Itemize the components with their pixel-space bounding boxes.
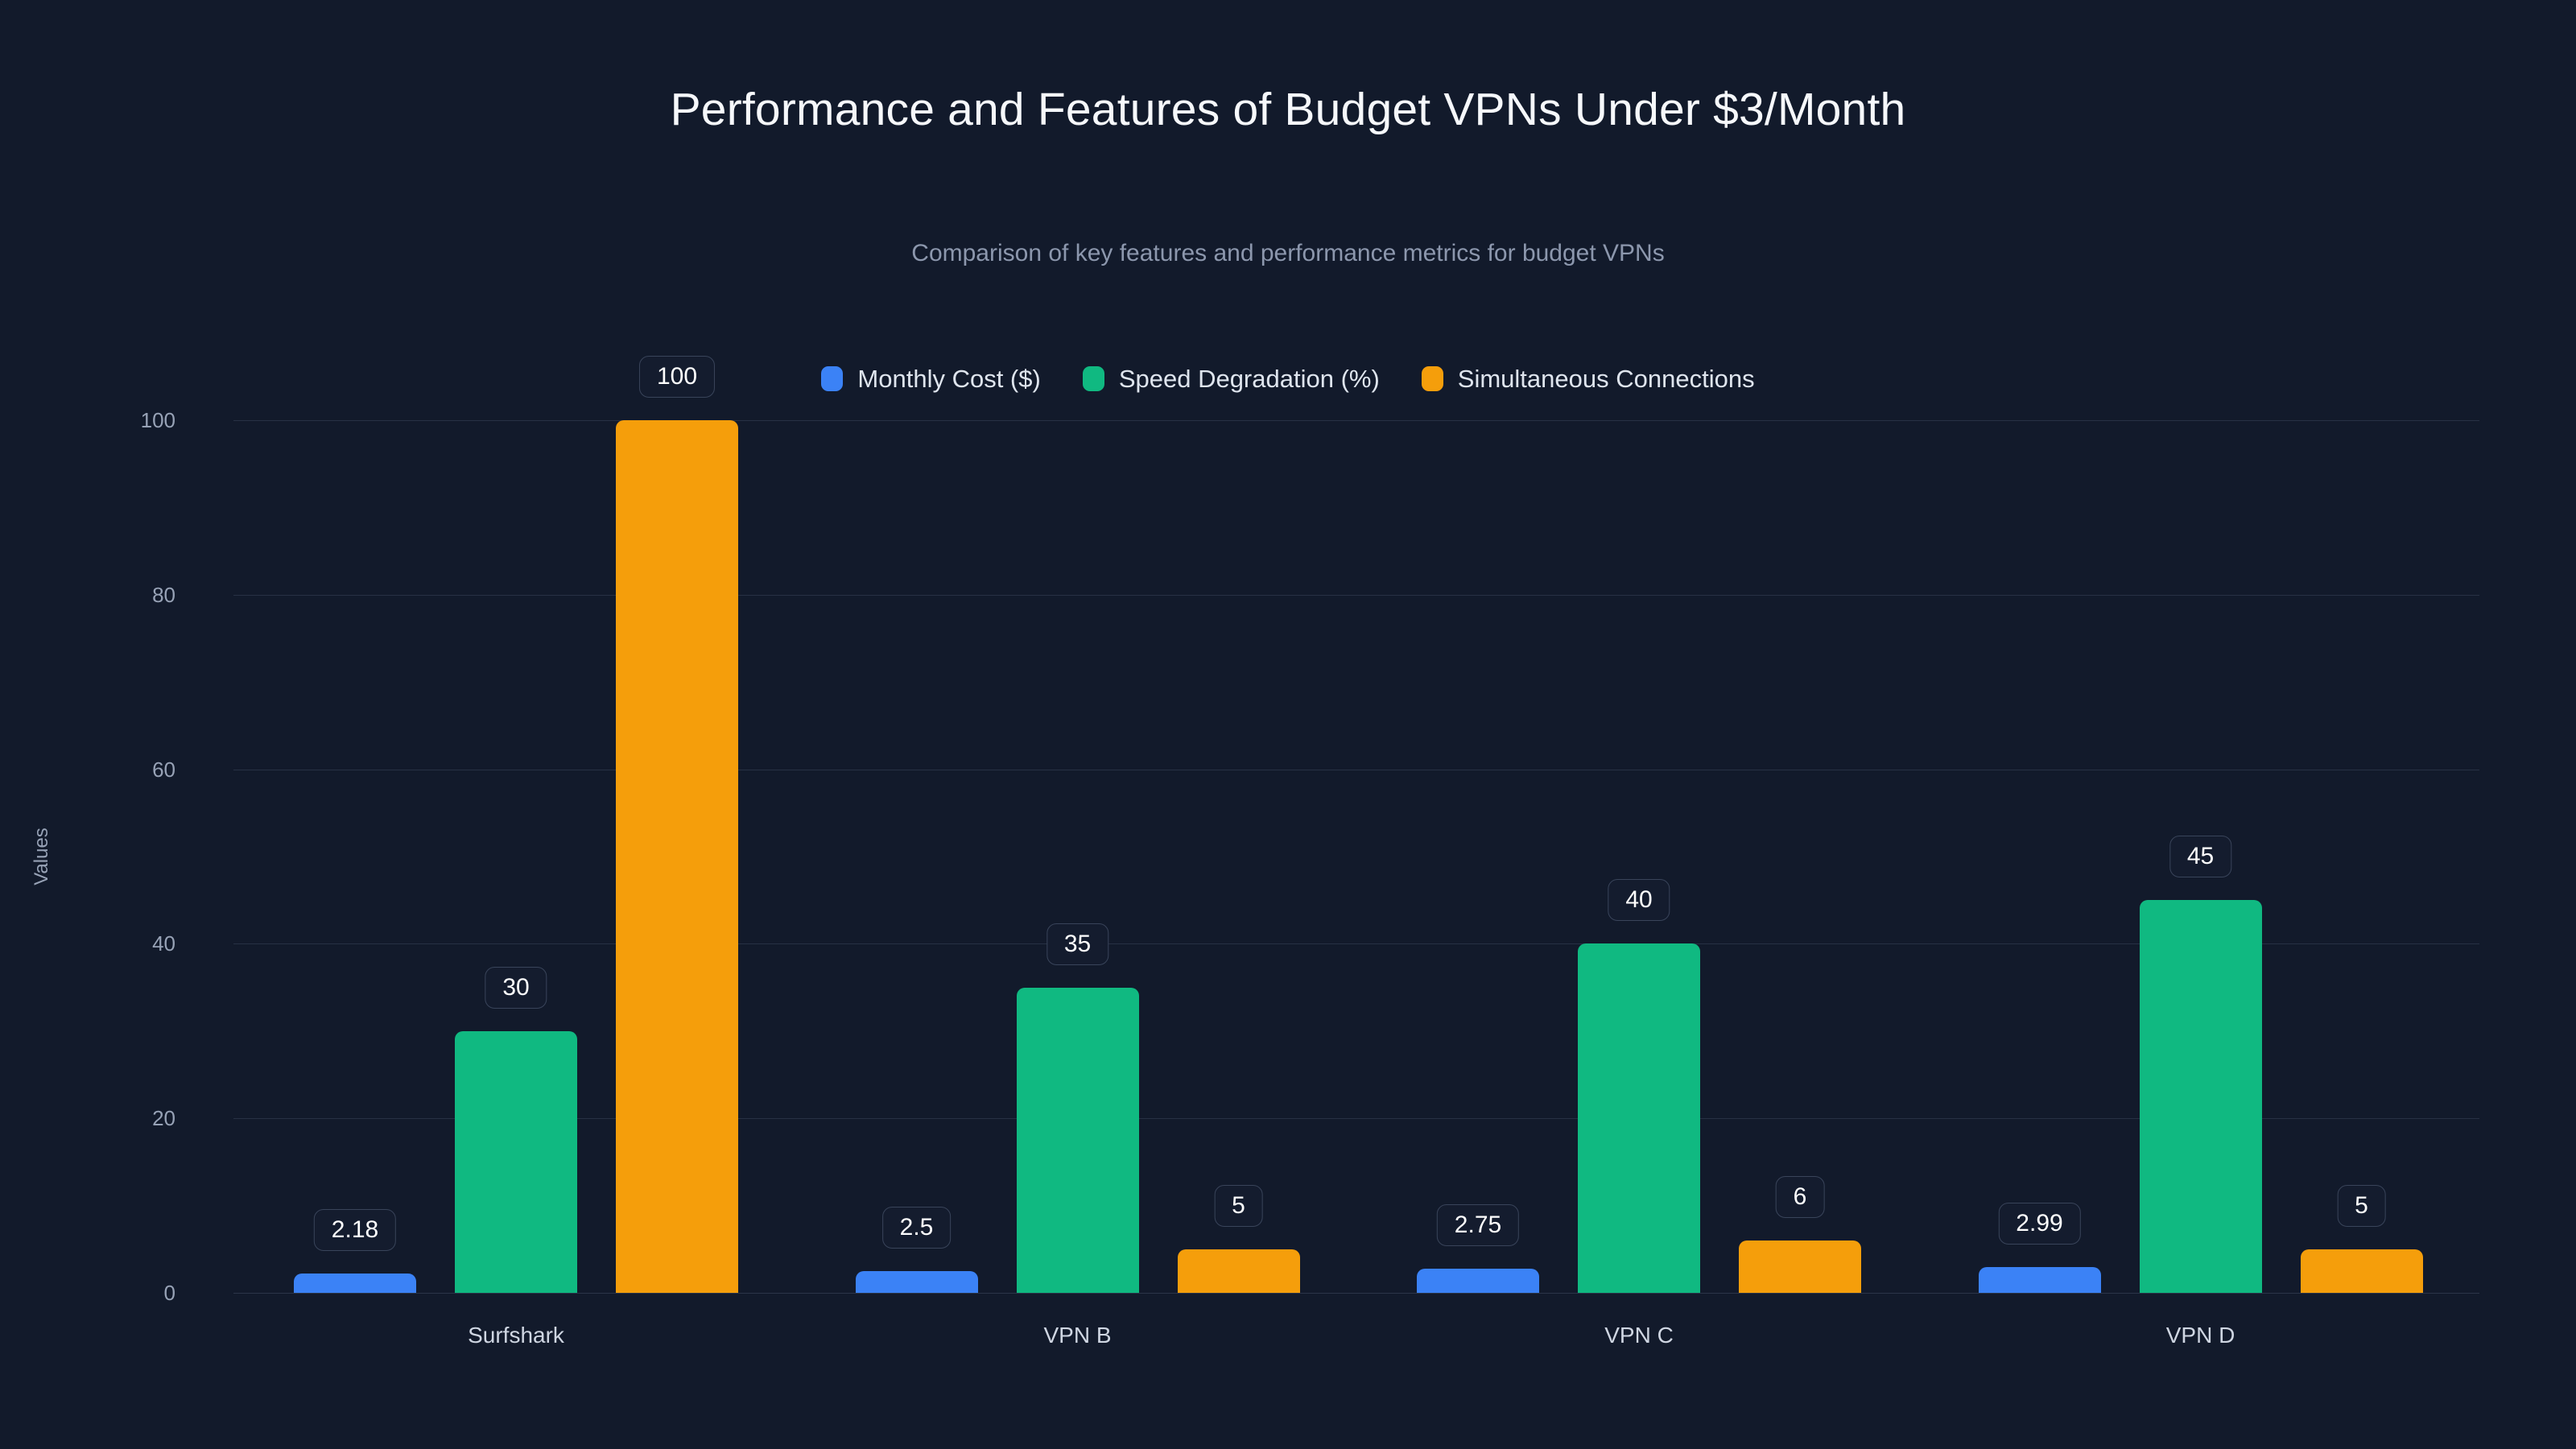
bar-value-label: 2.5	[881, 1206, 952, 1249]
legend-item[interactable]: Monthly Cost ($)	[821, 365, 1041, 393]
plot-area: 2.18 30 100 2.5 35 5 2.75 40 6 2.99 45 5	[233, 356, 2479, 1294]
gridline	[233, 1118, 2479, 1120]
chart-subtitle: Comparison of key features and performan…	[911, 240, 1665, 266]
legend-item-label: Simultaneous Connections	[1457, 365, 1755, 393]
bar-value-label: 45	[2169, 836, 2232, 878]
x-axis-tick-label: VPN D	[2165, 1323, 2235, 1348]
legend-item[interactable]: Simultaneous Connections	[1421, 365, 1755, 393]
page-title: Performance and Features of Budget VPNs …	[670, 84, 1906, 135]
bar-value-label: 30	[485, 966, 547, 1009]
bar[interactable]	[1016, 987, 1139, 1293]
bar-value-label: 35	[1046, 923, 1109, 965]
gridline	[233, 420, 2479, 421]
y-axis-tick-label: 100	[140, 408, 175, 432]
bar[interactable]	[455, 1030, 577, 1293]
bar[interactable]	[1739, 1240, 1861, 1293]
y-axis-tick-label: 40	[152, 931, 175, 956]
bar[interactable]	[2300, 1249, 2423, 1293]
bar[interactable]	[855, 1270, 978, 1293]
gridline	[233, 594, 2479, 596]
y-axis-ticks: 0 20 40 60 80 100	[0, 410, 201, 1303]
x-axis-ticks: Surfshark VPN B VPN C VPN D	[233, 1324, 2479, 1364]
bar-value-label: 40	[1608, 879, 1670, 922]
x-axis-tick-label: VPN B	[1043, 1323, 1112, 1348]
y-axis-tick-label: 0	[163, 1281, 175, 1305]
bar-value-label: 2.75	[1436, 1204, 1520, 1247]
bar-value-label: 5	[2337, 1184, 2386, 1227]
x-axis-tick-label: VPN C	[1604, 1323, 1674, 1348]
bar-value-label: 2.18	[313, 1209, 397, 1252]
y-axis-tick-label: 80	[152, 582, 175, 607]
bar[interactable]	[1177, 1249, 1300, 1293]
y-axis-tick-label: 20	[152, 1106, 175, 1131]
bar-value-label: 5	[1214, 1184, 1263, 1227]
legend-item[interactable]: Speed Degradation (%)	[1082, 365, 1380, 393]
bar[interactable]	[1417, 1269, 1539, 1293]
legend-swatch-icon	[1421, 366, 1443, 391]
bar[interactable]	[616, 420, 738, 1293]
x-axis-line	[233, 1293, 2479, 1294]
bar[interactable]	[1578, 943, 1700, 1293]
x-axis-tick-label: Surfshark	[468, 1323, 564, 1348]
legend-swatch-icon	[821, 366, 844, 391]
y-axis-tick-label: 60	[152, 757, 175, 782]
gridline	[233, 943, 2479, 945]
y-axis-title: Values	[31, 828, 52, 886]
bar-value-label: 100	[638, 356, 716, 398]
bar-value-label: 2.99	[1998, 1202, 2081, 1245]
legend-item-label: Speed Degradation (%)	[1118, 365, 1380, 393]
bar[interactable]	[1978, 1266, 2101, 1293]
bar[interactable]	[2139, 900, 2262, 1293]
legend-item-label: Monthly Cost ($)	[857, 365, 1041, 393]
legend-swatch-icon	[1082, 366, 1104, 391]
bar-value-label: 6	[1775, 1175, 1825, 1218]
bar[interactable]	[294, 1274, 416, 1293]
chart-legend: Monthly Cost ($) Speed Degradation (%) Sim…	[0, 366, 2576, 391]
